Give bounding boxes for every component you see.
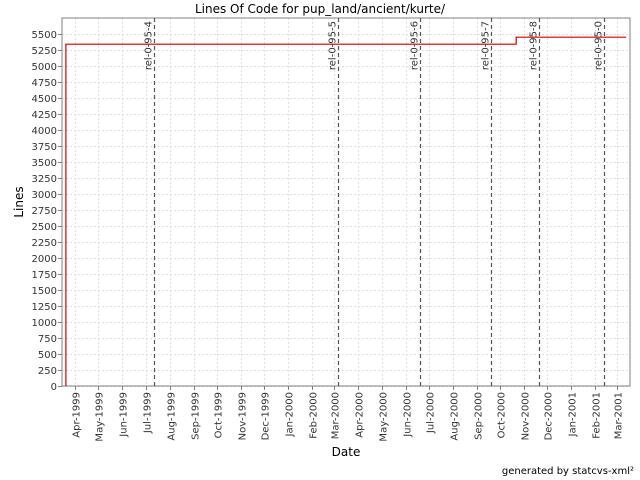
x-tick-label: Sep-2000 xyxy=(474,392,485,440)
y-tick-label: 1750 xyxy=(32,270,57,281)
release-marker-label: rel-0-95-8 xyxy=(529,21,540,70)
x-tick-label: Jun-2000 xyxy=(403,392,414,438)
y-tick-label: 1250 xyxy=(32,302,57,313)
plot-area xyxy=(61,17,631,387)
x-tick-label: Feb-2001 xyxy=(592,392,603,439)
release-marker-label: rel-0-95-4 xyxy=(144,21,155,70)
x-axis: Apr-1999 May-1999 Jun-1999 Jul-1999 Aug-1999… xyxy=(72,386,625,442)
generated-by-footer: generated by statcvs-xml² xyxy=(502,466,634,477)
y-tick-label: 2000 xyxy=(32,254,57,265)
x-tick-label: May-2000 xyxy=(379,392,390,442)
release-markers: rel-0-95-4 rel-0-95-5 rel-0-95-6 rel-0-95-7… xyxy=(144,18,606,386)
y-tick-label: 3750 xyxy=(32,142,57,153)
x-tick-label: Jun-1999 xyxy=(119,392,130,438)
release-marker-label: rel-0-95-7 xyxy=(481,21,492,70)
y-tick-label: 3000 xyxy=(32,190,57,201)
x-tick-label: Oct-1999 xyxy=(214,392,225,438)
y-tick-label: 2250 xyxy=(32,238,57,249)
x-tick-label: Feb-2000 xyxy=(309,392,320,439)
x-tick-label: Aug-1999 xyxy=(167,392,178,441)
y-tick-label: 500 xyxy=(38,350,57,361)
y-tick-label: 3250 xyxy=(32,174,57,185)
y-tick-label: 750 xyxy=(38,334,57,345)
y-tick-label: 1500 xyxy=(32,286,57,297)
x-tick-label: Mar-2000 xyxy=(331,392,342,439)
y-tick-label: 1000 xyxy=(32,318,57,329)
y-tick-label: 2500 xyxy=(32,222,57,233)
x-axis-label: Date xyxy=(332,445,361,459)
x-tick-label: Nov-2000 xyxy=(521,392,532,440)
x-tick-label: Apr-2000 xyxy=(355,392,366,438)
release-marker-label: rel-0-95-0 xyxy=(594,21,605,70)
x-tick-label: Dec-1999 xyxy=(261,392,272,440)
x-tick-label: Jul-2000 xyxy=(426,392,437,434)
y-tick-label: 4250 xyxy=(32,110,57,121)
x-tick-label: Aug-2000 xyxy=(450,392,461,441)
y-tick-label: 250 xyxy=(38,366,57,377)
y-tick-label: 4000 xyxy=(32,126,57,137)
x-tick-label: Nov-1999 xyxy=(238,392,249,440)
release-marker-label: rel-0-95-5 xyxy=(328,21,339,70)
x-tick-label: May-1999 xyxy=(95,392,106,442)
x-tick-label: Dec-2000 xyxy=(544,392,555,440)
y-tick-label: 3500 xyxy=(32,158,57,169)
x-tick-label: Jan-2001 xyxy=(568,392,579,437)
loc-series-line xyxy=(65,36,627,386)
y-tick-label: 4750 xyxy=(32,78,57,89)
y-tick-label: 0 xyxy=(51,382,57,393)
x-tick-label: Jul-1999 xyxy=(143,392,154,434)
series-layer xyxy=(65,36,627,386)
y-tick-label: 2750 xyxy=(32,206,57,217)
chart-title: Lines Of Code for pup_land/ancient/kurte… xyxy=(195,2,446,16)
y-tick-label: 5500 xyxy=(32,30,57,41)
y-tick-label: 4500 xyxy=(32,94,57,105)
x-tick-label: Mar-2001 xyxy=(614,392,625,439)
x-tick-label: Oct-2000 xyxy=(497,392,508,438)
y-axis: 0 250 500 750 1000 1250 1500 1750 2000 2250 2500 27… xyxy=(32,30,62,393)
release-marker-label: rel-0-95-6 xyxy=(410,21,421,70)
y-axis-label: Lines xyxy=(12,186,26,217)
x-tick-label: Apr-1999 xyxy=(72,392,83,438)
y-tick-label: 5250 xyxy=(32,46,57,57)
x-tick-label: Sep-1999 xyxy=(191,392,202,440)
grid-lines xyxy=(62,18,630,387)
x-tick-label: Jan-2000 xyxy=(285,392,296,437)
y-tick-label: 5000 xyxy=(32,62,57,73)
